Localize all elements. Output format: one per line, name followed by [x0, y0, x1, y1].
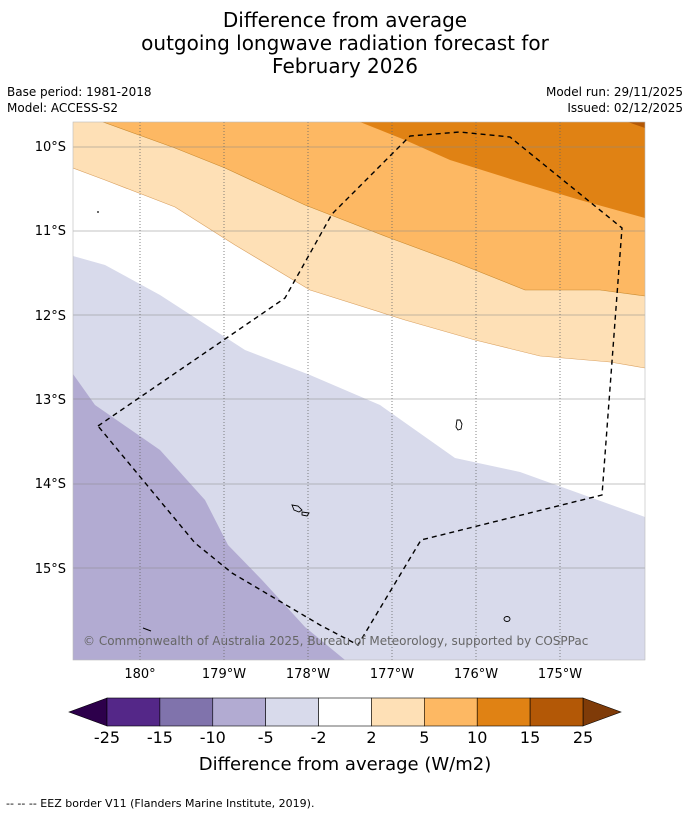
region-pos-10-to-15	[360, 122, 645, 218]
eez-legend-note: -- -- -- EEZ border V11 (Flanders Marine…	[6, 797, 315, 810]
copyright-notice: © Commonwealth of Australia 2025, Bureau…	[83, 634, 588, 648]
colorbar-segments	[106, 697, 584, 727]
colorbar-tick-label: -10	[200, 728, 226, 747]
model-run: Model run: 29/11/2025	[545, 85, 683, 99]
base-period: Base period: 1981-2018	[7, 85, 152, 99]
colorbar-tick-label: 5	[419, 728, 429, 747]
island-icon	[142, 627, 152, 632]
colorbar-segment	[424, 697, 478, 727]
lat-label: 14°S	[35, 477, 66, 492]
lon-label: 177°W	[370, 667, 414, 682]
forecast-map: © Commonwealth of Australia 2025, Bureau…	[35, 121, 646, 775]
parallel-lines	[73, 146, 645, 569]
map-plot-area: © Commonwealth of Australia 2025, Bureau…	[73, 122, 645, 660]
colorbar-segment	[106, 697, 161, 727]
colorbar-segment	[265, 697, 319, 727]
colorbar-segment	[529, 697, 584, 727]
colorbar-segment	[476, 697, 531, 727]
colorbar-extend-low	[68, 697, 108, 727]
region-neg-10-to-5	[73, 374, 345, 660]
title-line-3: February 2026	[272, 54, 418, 78]
island-icon	[455, 419, 463, 431]
lat-label: 11°S	[35, 224, 66, 239]
colorbar-tick-label: -5	[258, 728, 274, 747]
issued-date: Issued: 02/12/2025	[567, 101, 683, 115]
colorbar-tick-label: -25	[94, 728, 120, 747]
colorbar-tick-label: 2	[366, 728, 376, 747]
colorbar-extend-high	[582, 697, 622, 727]
colorbar-tick-label: -2	[311, 728, 327, 747]
colorbar-tick-label: 25	[573, 728, 593, 747]
colorbar-segment	[212, 697, 266, 727]
title-line-1: Difference from average	[222, 8, 468, 32]
lon-label: 178°W	[286, 667, 330, 682]
colorbar-tick-label: 15	[520, 728, 540, 747]
lat-label: 10°S	[35, 140, 66, 155]
island-icon	[503, 616, 511, 622]
lat-label: 15°S	[35, 562, 66, 577]
colorbar-title: Difference from average (W/m2)	[199, 754, 491, 775]
lon-label: 175°W	[538, 667, 582, 682]
contour-line	[73, 167, 645, 369]
latitude-labels: 10°S 11°S 12°S 13°S 14°S 15°S	[35, 140, 66, 577]
lon-label: 176°W	[454, 667, 498, 682]
lat-label: 12°S	[35, 309, 66, 324]
colorbar-segment	[318, 697, 372, 727]
colorbar-segment	[159, 697, 214, 727]
region-pos-15-to-25	[628, 122, 645, 128]
island-icon	[97, 211, 99, 213]
colorbar-ticks: -25 -15 -10 -5 -2 2 5 10 15 25	[94, 728, 593, 747]
lon-label: 180°	[124, 667, 155, 682]
lat-label: 13°S	[35, 393, 66, 408]
lon-label: 179°W	[202, 667, 246, 682]
island-icon	[291, 504, 310, 517]
colorbar: -25 -15 -10 -5 -2 2 5 10 15 25 Difference from av…	[68, 697, 622, 775]
colorbar-segment	[371, 697, 425, 727]
model-name: Model: ACCESS-S2	[7, 101, 119, 115]
colorbar-tick-label: -15	[147, 728, 173, 747]
colorbar-tick-label: 10	[467, 728, 487, 747]
longitude-labels: 180° 179°W 178°W 177°W 176°W 175°W	[124, 667, 582, 682]
map-frame	[72, 121, 646, 661]
eez-border	[96, 131, 623, 646]
contour-line	[102, 122, 645, 297]
title-line-2: outgoing longwave radiation forecast for	[141, 31, 549, 55]
